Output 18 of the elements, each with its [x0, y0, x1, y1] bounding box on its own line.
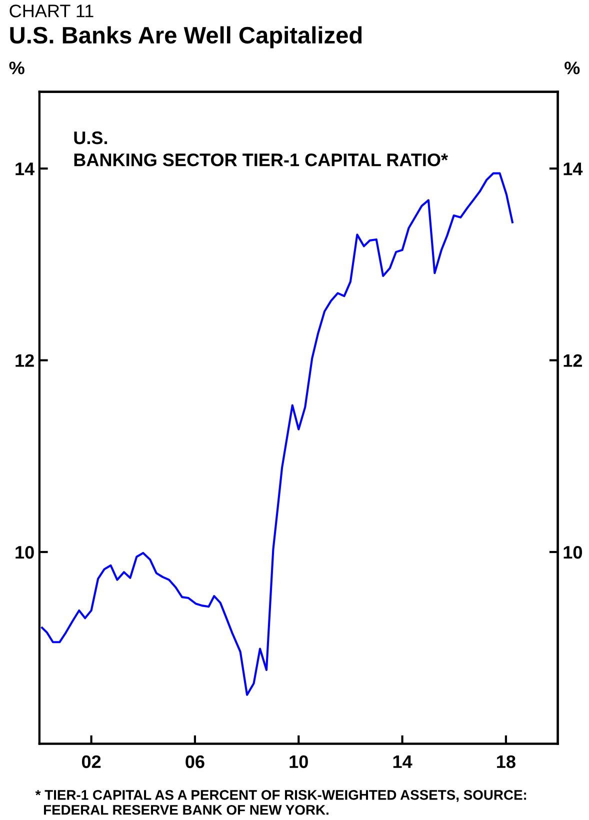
chart-title: U.S. Banks Are Well Capitalized	[10, 26, 362, 48]
caption: CHART 11	[10, 4, 94, 18]
y-tick-label: 12	[16, 354, 34, 367]
x-tick-label: 02	[82, 755, 101, 768]
x-tick-label: 18	[497, 755, 516, 768]
y-tick-label: 14	[16, 162, 35, 176]
text: U.S. BANKING SECTOR TIER-1 CAPITAL RATIO*	[74, 131, 448, 166]
y2-tick-label: 10	[564, 546, 582, 559]
x-tick-label: 10	[290, 755, 308, 768]
x-tick-label: 14	[393, 756, 412, 768]
y2-tick-label: 12	[564, 354, 582, 367]
y-tick-label: 10	[16, 546, 34, 559]
y-axis-title: %	[9, 62, 24, 74]
y2-axis-title: %	[564, 62, 580, 74]
y2-tick-label: 14	[564, 162, 583, 176]
text: * TIER-1 CAPITAL AS A PERCENT OF RISK-WEIGHTED ASSETS, SOURCE: FEDERAL RESERVE BANK OF NEW YORK.	[35, 790, 526, 815]
line-series	[41, 172, 514, 696]
x-tick-label: 06	[186, 755, 204, 768]
